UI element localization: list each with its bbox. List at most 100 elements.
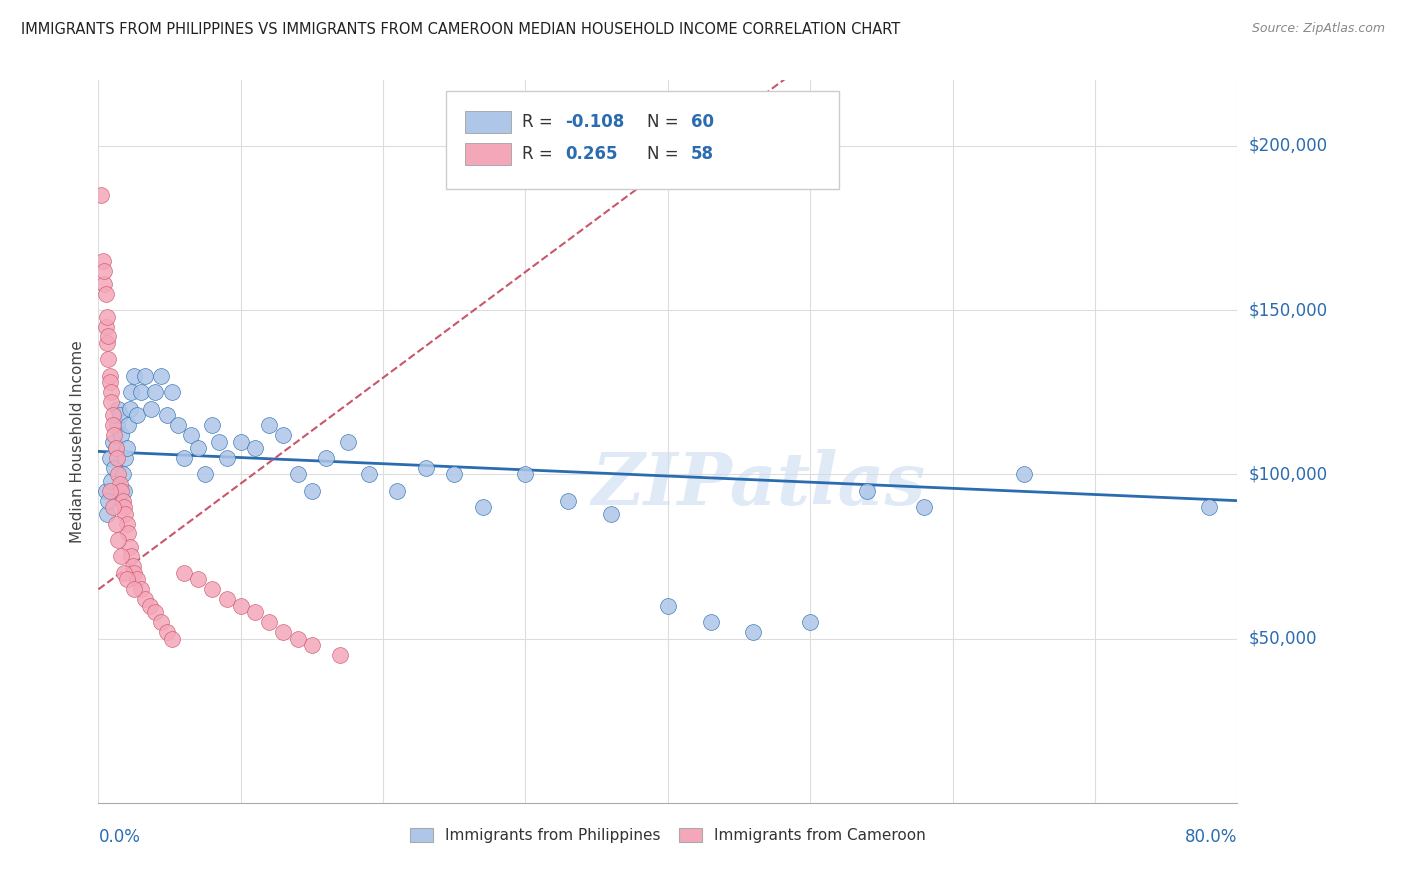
Text: 80.0%: 80.0% [1185, 828, 1237, 846]
Point [98, 368, 121, 383]
Point [187, 441, 209, 455]
Point [138, 599, 160, 613]
Point [912, 500, 935, 515]
Text: 0.265: 0.265 [565, 145, 617, 163]
Point [287, 467, 309, 482]
Legend: Immigrants from Philippines, Immigrants from Cameroon: Immigrants from Philippines, Immigrants … [404, 822, 932, 849]
Point [114, 450, 136, 465]
Point [96, 336, 118, 351]
Text: 0.0%: 0.0% [98, 828, 141, 846]
Point [98, 376, 121, 390]
Point [139, 401, 162, 416]
Point [134, 592, 156, 607]
Point [96, 507, 118, 521]
Text: Source: ZipAtlas.com: Source: ZipAtlas.com [1251, 22, 1385, 36]
Point [97, 493, 120, 508]
Point [107, 533, 129, 547]
Point [145, 605, 167, 619]
Point [557, 493, 579, 508]
Text: $100,000: $100,000 [1249, 466, 1327, 483]
Text: R =: R = [522, 145, 558, 163]
Point [799, 615, 821, 630]
FancyBboxPatch shape [446, 91, 839, 189]
Point [115, 516, 138, 531]
Point [162, 632, 184, 646]
Point [301, 638, 323, 652]
Y-axis label: Median Household Income: Median Household Income [70, 340, 86, 543]
Text: N =: N = [647, 145, 685, 163]
Point [856, 483, 879, 498]
Point [134, 368, 156, 383]
Point [90, 188, 112, 202]
Point [122, 582, 145, 597]
Point [101, 409, 124, 423]
Point [100, 474, 122, 488]
Point [415, 460, 437, 475]
Point [117, 418, 139, 433]
Point [114, 507, 136, 521]
Point [104, 441, 127, 455]
Point [103, 428, 125, 442]
Bar [465, 112, 510, 133]
Point [357, 467, 380, 482]
Text: $200,000: $200,000 [1249, 137, 1327, 155]
Point [110, 483, 132, 498]
Point [94, 319, 117, 334]
Point [287, 632, 309, 646]
Point [150, 368, 173, 383]
Text: ZIPatlas: ZIPatlas [592, 450, 927, 520]
Point [120, 549, 142, 564]
Text: R =: R = [522, 113, 558, 131]
Point [243, 605, 266, 619]
Point [201, 418, 224, 433]
Point [118, 540, 141, 554]
Text: $150,000: $150,000 [1249, 301, 1327, 319]
Point [515, 467, 537, 482]
Point [243, 441, 266, 455]
Point [173, 450, 195, 465]
Text: 58: 58 [690, 145, 714, 163]
Point [273, 428, 295, 442]
Point [100, 385, 122, 400]
Point [111, 493, 134, 508]
Point [107, 467, 129, 482]
Point [156, 409, 179, 423]
Point [115, 573, 138, 587]
Point [145, 385, 167, 400]
Point [301, 483, 323, 498]
Point [336, 434, 359, 449]
Point [387, 483, 409, 498]
Point [112, 500, 135, 515]
Point [112, 483, 135, 498]
Text: -0.108: -0.108 [565, 113, 624, 131]
Point [96, 310, 118, 324]
Point [443, 467, 465, 482]
Point [150, 615, 173, 630]
Point [94, 286, 117, 301]
Point [229, 434, 252, 449]
Point [118, 401, 141, 416]
Point [101, 500, 124, 515]
Text: N =: N = [647, 113, 685, 131]
Point [315, 450, 337, 465]
Point [98, 483, 121, 498]
Point [173, 566, 195, 580]
Text: 60: 60 [690, 113, 714, 131]
Text: $50,000: $50,000 [1249, 630, 1317, 648]
Point [105, 418, 128, 433]
Point [91, 253, 114, 268]
Point [97, 329, 120, 343]
Point [259, 418, 281, 433]
Point [120, 385, 142, 400]
Point [105, 450, 128, 465]
Point [104, 516, 127, 531]
Point [1012, 467, 1035, 482]
Point [208, 434, 231, 449]
Point [229, 599, 252, 613]
Point [101, 434, 124, 449]
Point [98, 450, 121, 465]
Point [657, 599, 679, 613]
Point [156, 625, 179, 640]
Text: IMMIGRANTS FROM PHILIPPINES VS IMMIGRANTS FROM CAMEROON MEDIAN HOUSEHOLD INCOME : IMMIGRANTS FROM PHILIPPINES VS IMMIGRANT… [21, 22, 900, 37]
Point [125, 409, 148, 423]
